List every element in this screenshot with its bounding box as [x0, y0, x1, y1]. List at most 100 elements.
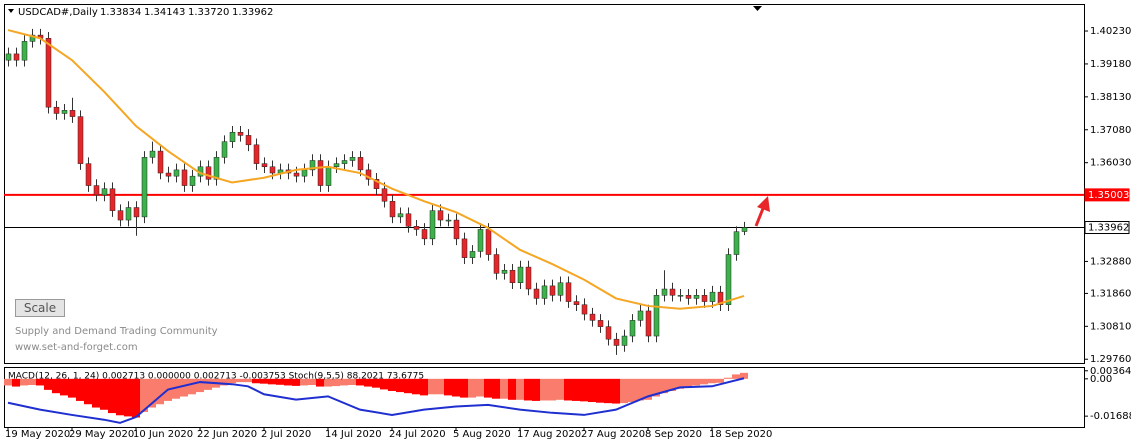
- macd-bar: [500, 378, 508, 399]
- macd-bar: [668, 378, 676, 391]
- moving-average: [7, 29, 745, 310]
- macd-bar: [740, 372, 748, 379]
- macd-bar: [636, 378, 644, 401]
- y-tick-label: 1.29760: [1090, 354, 1131, 365]
- candle-body: [709, 291, 716, 302]
- candle-body: [245, 135, 252, 146]
- macd-bar: [116, 378, 124, 416]
- macd-bar: [588, 378, 596, 403]
- macd-bar: [612, 378, 620, 404]
- macd-bar: [484, 378, 492, 398]
- candle-body: [365, 169, 372, 180]
- scale-button-box[interactable]: [15, 299, 65, 317]
- candle-body: [725, 254, 732, 305]
- macd-bar: [316, 378, 324, 387]
- candle-body: [21, 41, 28, 61]
- candle-body: [109, 188, 116, 211]
- macd-bar: [692, 378, 700, 386]
- macd-bar: [660, 378, 668, 394]
- open-value: 1.33834: [100, 7, 141, 18]
- candle-body: [45, 37, 52, 108]
- symbol-title: USDCAD#,Daily: [18, 7, 98, 18]
- y-tick-label: 1.40230: [1090, 26, 1131, 37]
- x-tick-label: 10 Jun 2020: [133, 429, 193, 440]
- macd-bar: [284, 378, 292, 386]
- y-tick-label: 1.39180: [1090, 59, 1131, 70]
- y-tick-label: 0.00: [1090, 374, 1112, 385]
- candle-body: [269, 166, 276, 174]
- candle-body: [373, 179, 380, 189]
- macd-bar: [700, 378, 708, 385]
- candle-body: [381, 188, 388, 202]
- candle-body: [597, 320, 604, 327]
- candle-body: [509, 269, 516, 283]
- macd-bar: [404, 378, 412, 394]
- candle-body: [85, 163, 92, 186]
- candle-body: [5, 53, 12, 61]
- candle-body: [157, 150, 164, 174]
- macd-bar: [268, 378, 276, 385]
- candle-body: [69, 110, 76, 117]
- x-tick-label: 5 Aug 2020: [453, 429, 511, 440]
- macd-bar: [644, 378, 652, 400]
- macd-bar: [380, 378, 388, 390]
- macd-bar: [364, 378, 372, 387]
- low-value: 1.33720: [188, 7, 229, 18]
- macd-bar: [148, 378, 156, 408]
- macd-bar: [92, 378, 100, 408]
- macd-bar: [20, 378, 28, 386]
- candle-body: [557, 282, 564, 296]
- candle-body: [421, 229, 428, 240]
- macd-bar: [60, 378, 68, 396]
- candle-body: [437, 210, 444, 221]
- macd-bar: [132, 378, 140, 418]
- macd-bar: [516, 378, 524, 400]
- shift-marker: [753, 6, 762, 11]
- macd-bar: [396, 378, 404, 393]
- main-pane: [4, 4, 1085, 364]
- x-tick-label: 22 Jun 2020: [197, 429, 257, 440]
- candle-body: [741, 227, 748, 232]
- candle-body: [541, 285, 548, 299]
- candle-body: [549, 285, 556, 296]
- candle-body: [445, 219, 452, 222]
- y-tick-label: 1.36030: [1090, 158, 1131, 169]
- macd-bar: [308, 378, 316, 386]
- scale-button-label[interactable]: Scale: [24, 301, 56, 315]
- candle-body: [405, 213, 412, 227]
- macd-bar: [732, 374, 740, 379]
- watermark-line: Supply and Demand Trading Community: [15, 326, 218, 337]
- candle-body: [605, 326, 612, 340]
- candle-body: [61, 110, 68, 114]
- y-tick-label: 1.37080: [1090, 125, 1131, 136]
- x-tick-label: 19 May 2020: [5, 429, 70, 440]
- macd-bar: [196, 378, 204, 393]
- macd-bar: [596, 378, 604, 403]
- ohlc-header: 1.33834 1.34143 1.33720 1.33962: [100, 7, 273, 18]
- menu-arrow[interactable]: [8, 9, 14, 13]
- candle-body: [701, 295, 708, 302]
- candle-body: [717, 291, 724, 305]
- y-tick-label: 1.30810: [1090, 321, 1131, 332]
- candle-body: [413, 226, 420, 230]
- x-tick-label: 2 Jul 2020: [261, 429, 311, 440]
- candle-body: [253, 144, 260, 164]
- macd-bar: [708, 378, 716, 384]
- scale-button[interactable]: Scale: [15, 299, 65, 317]
- macd-bar: [492, 378, 500, 399]
- candle-body: [525, 266, 532, 290]
- x-tick-label: 17 Aug 2020: [517, 429, 581, 440]
- candle-body: [389, 200, 396, 218]
- macd-bar: [68, 378, 76, 398]
- candle-body: [221, 141, 228, 158]
- candle-body: [573, 301, 580, 305]
- candle-body: [461, 238, 468, 258]
- price-level-box: [1084, 221, 1130, 235]
- candle-body: [493, 254, 500, 274]
- price-level-label: 1.35003: [1088, 190, 1129, 201]
- macd-bar: [52, 378, 60, 394]
- macd-bar: [460, 378, 468, 398]
- macd-bar: [452, 378, 460, 397]
- macd-bar: [300, 378, 308, 386]
